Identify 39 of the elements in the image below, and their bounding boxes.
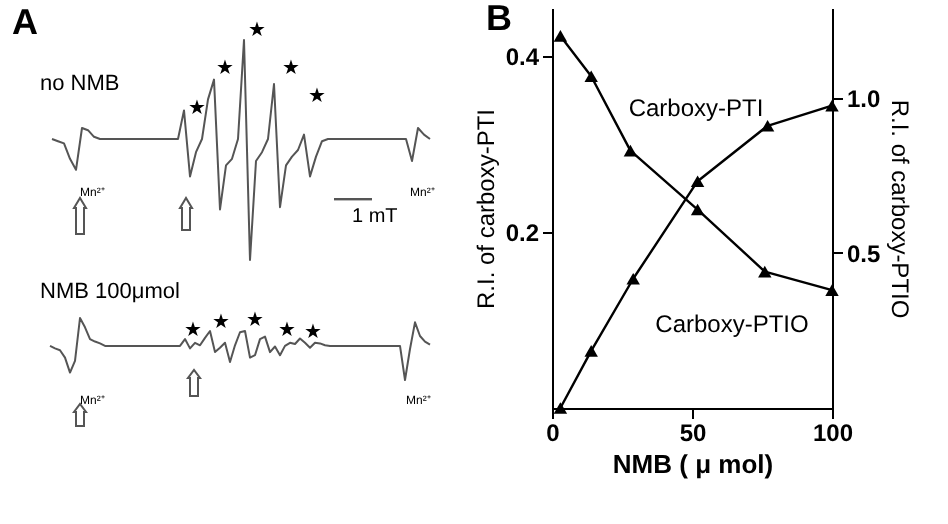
series-label: Carboxy-PTI	[628, 94, 764, 122]
point	[760, 119, 775, 132]
point	[690, 203, 705, 216]
point	[553, 402, 568, 414]
x-tick-label: 50	[679, 419, 707, 447]
chart-title: B	[486, 0, 512, 38]
y-tick-label: 0.4	[505, 43, 540, 72]
annotation: ★	[212, 312, 230, 334]
text: NMB 100μmol	[40, 280, 180, 304]
y2-tick-label: 0.5	[847, 239, 882, 268]
y2-axis-title: R.I. of carboxy-PTIO	[886, 99, 915, 319]
y-tick-label: 0.2	[505, 219, 540, 248]
point	[584, 70, 598, 83]
point	[626, 272, 640, 285]
annotation: ★	[278, 320, 296, 342]
x-tick-label: 0	[546, 419, 561, 447]
chart-title: A	[12, 2, 38, 42]
point	[623, 144, 638, 157]
point	[825, 99, 839, 112]
annotation: ★	[216, 58, 234, 80]
annotation: ★	[282, 58, 300, 80]
point	[758, 265, 772, 278]
annotation: no NMB	[40, 72, 120, 96]
annotation: 1 mT	[352, 206, 398, 228]
annotation: ★	[308, 86, 326, 108]
annotation: ★	[246, 310, 264, 332]
point	[553, 30, 568, 42]
x-tick-label: 100	[812, 419, 854, 447]
x-axis-title: NMB ( μ mol)	[612, 449, 774, 479]
annotation: ★	[248, 20, 266, 42]
annotation: ★	[188, 98, 206, 120]
annotation: ★	[184, 320, 202, 342]
y2-tick-label: 1.0	[847, 84, 882, 113]
series-label: Carboxy-PTIO	[655, 310, 809, 338]
point	[825, 284, 839, 296]
point	[690, 175, 705, 187]
y-axis-title: R.I. of carboxy-PTI	[471, 108, 500, 310]
annotation: ★	[304, 322, 322, 344]
point	[584, 345, 598, 357]
